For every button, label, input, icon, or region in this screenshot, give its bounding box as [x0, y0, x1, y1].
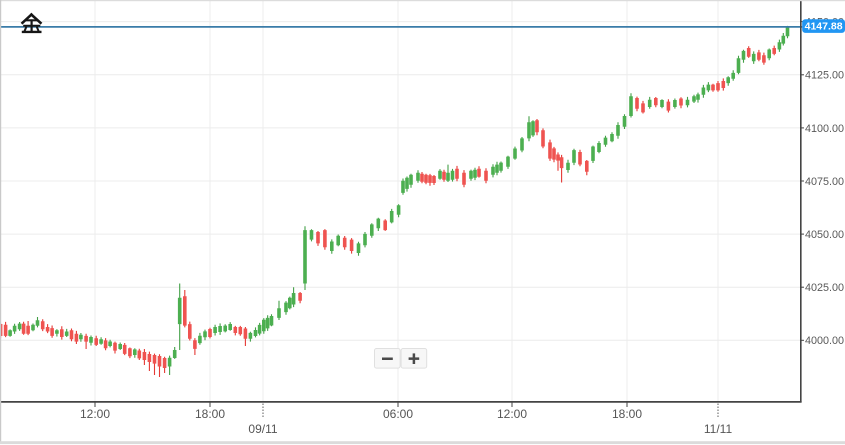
- svg-text:18:00: 18:00: [612, 407, 642, 421]
- svg-text:4100.00: 4100.00: [805, 123, 844, 135]
- svg-text:4125.00: 4125.00: [805, 70, 844, 82]
- svg-text:4075.00: 4075.00: [805, 176, 844, 188]
- svg-text:4025.00: 4025.00: [805, 282, 844, 294]
- svg-text:12:00: 12:00: [497, 407, 527, 421]
- svg-text:18:00: 18:00: [195, 407, 225, 421]
- svg-text:4000.00: 4000.00: [805, 335, 844, 347]
- svg-text:09/11: 09/11: [248, 422, 277, 436]
- svg-text:4050.00: 4050.00: [805, 229, 844, 241]
- svg-text:4147.88: 4147.88: [805, 21, 843, 33]
- svg-text:12:00: 12:00: [80, 407, 110, 421]
- svg-text:06:00: 06:00: [383, 407, 413, 421]
- svg-text:11/11: 11/11: [704, 422, 733, 436]
